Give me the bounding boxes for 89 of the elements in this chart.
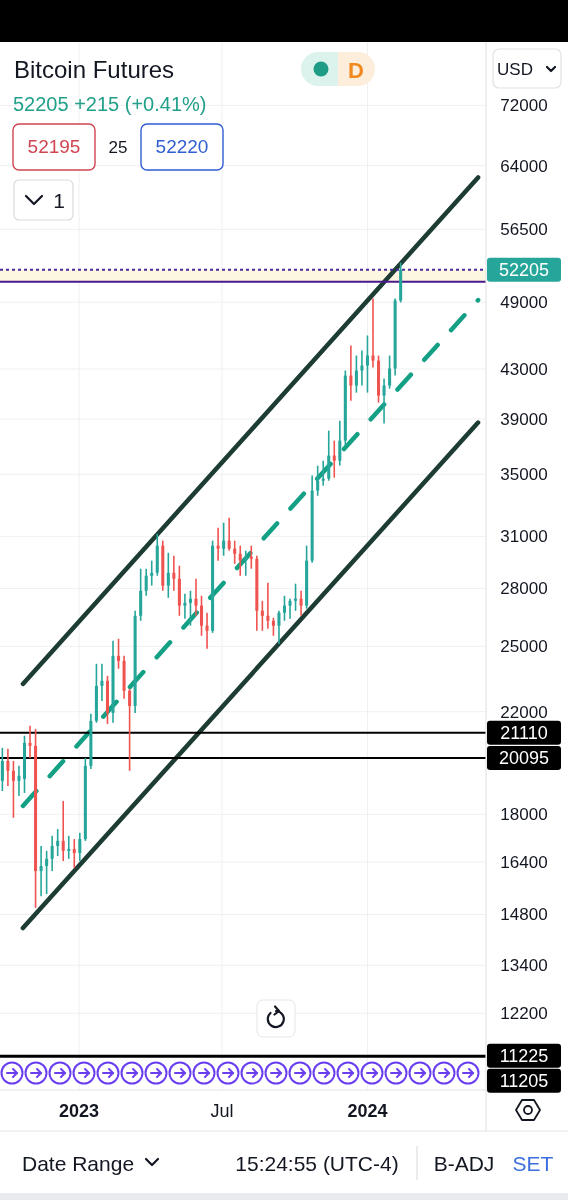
ref-line-label: 52205 [498, 260, 550, 281]
candlestick [222, 521, 226, 557]
candlestick [277, 609, 281, 645]
candlestick [327, 429, 331, 482]
text: 52205 +215 (+0.41%) [13, 93, 207, 115]
y-tick-label: 35000 [500, 465, 548, 485]
x-tick-label: 2023 [59, 1101, 100, 1121]
annotation: 52220 [155, 136, 209, 157]
annotation: D [348, 58, 364, 83]
candlestick [299, 589, 303, 617]
candlestick [67, 835, 71, 860]
y-tick-label: 72000 [500, 96, 548, 116]
candlestick [238, 544, 242, 577]
candlestick [11, 760, 15, 819]
candlestick [166, 551, 170, 599]
candlestick [227, 516, 231, 552]
text: USD [497, 60, 533, 79]
candlestick [266, 581, 270, 630]
candlestick [338, 419, 342, 467]
candlestick [22, 734, 27, 794]
annotation: 25 [108, 138, 128, 157]
y-tick-label: 18000 [500, 805, 548, 825]
candlestick [45, 850, 49, 895]
candlestick [382, 377, 386, 425]
candlestick [388, 354, 392, 390]
candlestick [188, 589, 192, 627]
y-tick-label: 56500 [500, 220, 548, 240]
x-tick-label: 2024 [347, 1101, 388, 1121]
candlestick [249, 544, 253, 570]
y-tick-label: 14800 [500, 905, 548, 925]
candlestick [56, 828, 60, 857]
candlestick [0, 747, 4, 792]
candlestick [72, 838, 76, 869]
text: SET [512, 1152, 554, 1175]
candlestick [216, 526, 220, 562]
y-tick-label: 49000 [500, 293, 548, 313]
candlestick [321, 459, 325, 487]
y-tick-label: 16400 [500, 852, 548, 872]
candlestick [100, 663, 104, 702]
text: Date Range [22, 1152, 135, 1175]
text: 15:24:55 (UTC-4) [235, 1152, 399, 1175]
y-tick-label: 25000 [500, 637, 548, 657]
y-tick-label: 39000 [500, 409, 548, 429]
candlestick [360, 349, 364, 387]
candlestick [233, 539, 237, 565]
annotation: 1 [53, 189, 65, 212]
candlestick [260, 599, 264, 632]
candlestick [172, 554, 176, 592]
candlestick [78, 832, 82, 862]
candlestick [316, 464, 320, 497]
text: B-ADJ [433, 1152, 495, 1175]
candlestick [150, 559, 154, 587]
candlestick [294, 582, 298, 612]
candlestick [354, 354, 358, 394]
y-tick-label: 13400 [500, 956, 548, 976]
y-tick-label: 12200 [500, 1004, 548, 1024]
candlestick [365, 334, 369, 394]
annotation: 52195 [27, 136, 81, 157]
candlestick [282, 594, 287, 622]
y-tick-label: 64000 [500, 156, 548, 176]
candlestick [61, 800, 65, 862]
text: Bitcoin Futures [14, 56, 175, 83]
candlestick [194, 578, 198, 617]
candlestick [144, 567, 148, 597]
candlestick [128, 687, 132, 772]
candlestick [288, 597, 292, 620]
y-tick-label: 28000 [500, 579, 548, 599]
y-tick-label: 43000 [500, 359, 548, 379]
y-tick-label: 31000 [500, 527, 548, 547]
candlestick [199, 594, 204, 637]
candlestick [117, 638, 121, 670]
x-tick-label: Jul [210, 1101, 234, 1121]
candlestick [6, 748, 10, 787]
candlestick [183, 592, 187, 620]
candlestick [349, 344, 353, 402]
candlestick [371, 297, 375, 369]
y-tick-label: 22000 [500, 702, 548, 722]
candlestick [28, 725, 32, 759]
ref-line-label: 11225 [499, 1046, 549, 1067]
candlestick [244, 549, 248, 577]
candlestick [50, 835, 54, 872]
candlestick [332, 439, 336, 479]
ref-line-label: 20095 [498, 748, 550, 769]
candlestick [205, 611, 209, 650]
legend-label: 11205 [499, 1071, 549, 1092]
candlestick [17, 765, 21, 797]
ref-line-label: 21110 [500, 723, 548, 744]
candlestick [39, 845, 43, 897]
candlestick [271, 616, 275, 637]
